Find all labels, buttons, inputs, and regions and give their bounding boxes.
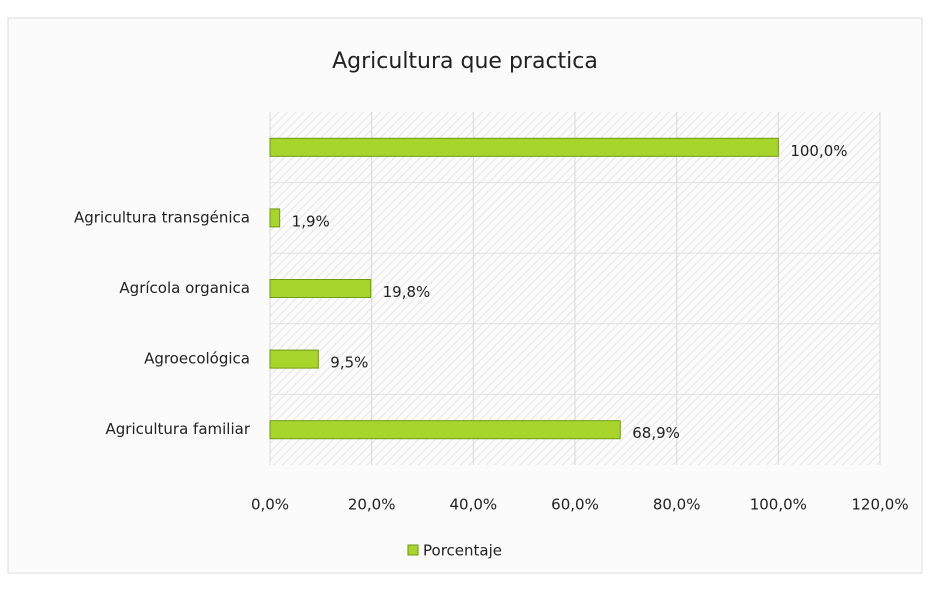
x-tick-label: 20,0% xyxy=(348,496,396,514)
bar xyxy=(269,137,779,157)
bar xyxy=(269,349,319,369)
bar xyxy=(269,279,372,298)
bar xyxy=(269,420,621,440)
value-label: 9,5% xyxy=(330,354,368,372)
bar xyxy=(269,208,281,228)
y-tick-label: Agrícola organica xyxy=(119,279,250,297)
legend-label: Porcentaje xyxy=(423,542,502,560)
value-label: 19,8% xyxy=(383,283,431,301)
x-tick-label: 120,0% xyxy=(851,496,908,514)
legend-swatch xyxy=(407,544,419,556)
y-tick-label: Agricultura familiar xyxy=(106,420,251,438)
value-label: 68,9% xyxy=(632,424,680,442)
x-tick-label: 60,0% xyxy=(551,496,599,514)
chart-title: Agricultura que practica xyxy=(332,49,598,74)
x-tick-label: 80,0% xyxy=(653,496,701,514)
y-tick-label: Agroecológica xyxy=(144,350,250,368)
y-tick-label: Agricultura transgénica xyxy=(74,208,250,226)
value-label: 1,9% xyxy=(292,212,330,230)
x-tick-label: 0,0% xyxy=(251,496,289,514)
x-tick-label: 40,0% xyxy=(450,496,498,514)
value-label: 100,0% xyxy=(790,142,847,160)
x-tick-label: 100,0% xyxy=(750,496,807,514)
